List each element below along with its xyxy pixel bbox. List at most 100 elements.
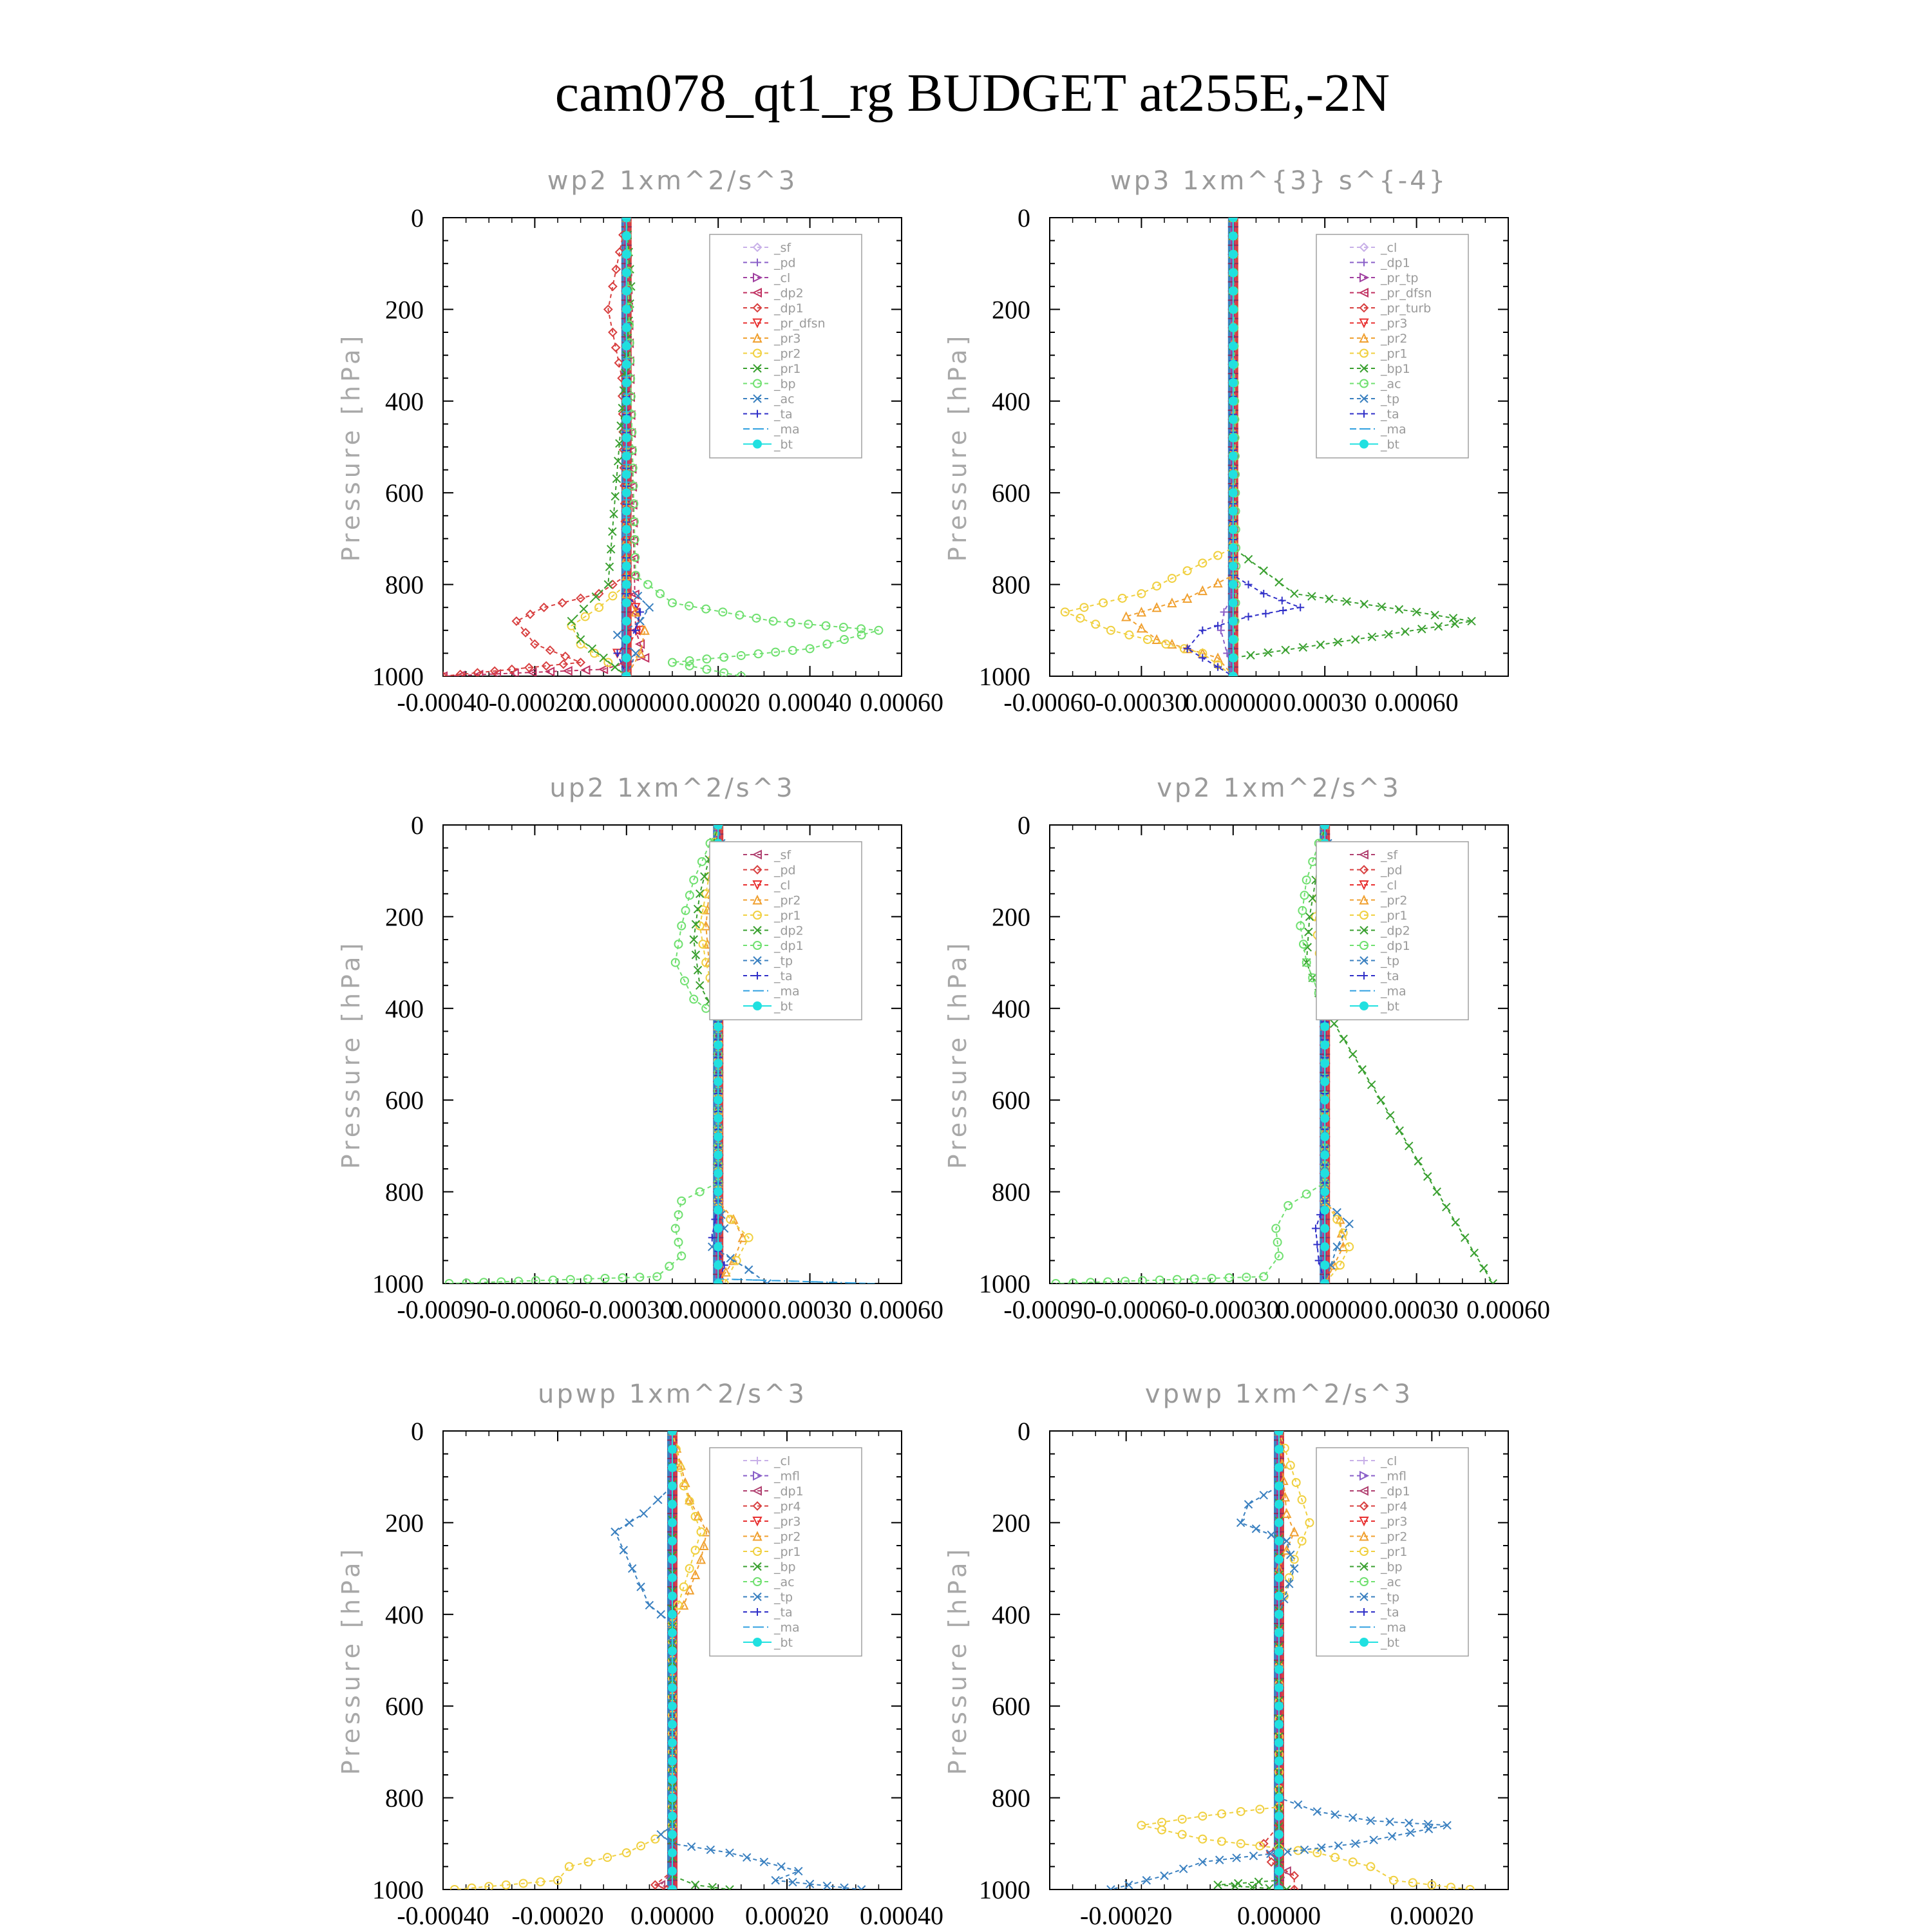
y-tick-label: 0 <box>411 204 424 232</box>
series-point <box>652 1272 662 1282</box>
series-point <box>621 635 631 645</box>
series-point <box>1313 1240 1321 1249</box>
series-line <box>1124 218 1234 676</box>
series-point <box>679 1582 688 1592</box>
legend-entry-label: _ta <box>1380 969 1399 983</box>
series-point <box>1228 543 1238 553</box>
legend-entry-label: _ma <box>773 422 800 437</box>
x-tick-label: 0.000000 <box>578 688 675 717</box>
series-point <box>1274 1866 1283 1876</box>
legend-swatch-marker <box>1359 1001 1368 1010</box>
legend-swatch-marker <box>752 332 762 343</box>
series-point <box>726 1254 735 1263</box>
series-point <box>668 1866 677 1876</box>
series-point <box>1282 1544 1292 1555</box>
series-point <box>1228 580 1238 589</box>
series-point <box>714 1077 723 1086</box>
series-point <box>668 1609 677 1619</box>
series-point <box>536 1877 545 1887</box>
panel-title: up2 1xm^2/s^3 <box>549 773 795 803</box>
legend-entry-label: _ac <box>1380 1575 1401 1589</box>
series-point <box>1320 1040 1330 1050</box>
x-tick-label: -0.00030 <box>1095 688 1188 717</box>
x-tick-label: 0.000000 <box>1185 688 1282 717</box>
series-point <box>1086 1278 1095 1283</box>
y-tick-label: 0 <box>1018 811 1030 840</box>
series-point <box>668 1756 677 1766</box>
legend-swatch-marker <box>1359 1531 1369 1541</box>
legend-swatch-marker <box>1359 272 1370 283</box>
series-point <box>1228 562 1238 571</box>
series-point <box>1228 672 1238 676</box>
series-point <box>1302 875 1311 885</box>
y-axis-label: Pressure [hPa] <box>337 332 365 562</box>
series-point <box>687 1842 696 1852</box>
legend-entry-label: _ta <box>773 408 793 422</box>
legend-entry-label: _bt <box>1380 438 1399 452</box>
legend-box <box>1316 1447 1469 1657</box>
legend-entry-label: _ma <box>1380 1621 1406 1635</box>
legend-entry-label: _tp <box>1380 1591 1399 1605</box>
series-point <box>1177 1830 1187 1839</box>
series-point <box>726 1215 735 1224</box>
series-point <box>1274 1251 1283 1261</box>
series-point <box>1305 912 1314 922</box>
series-point <box>1297 1536 1307 1546</box>
series-point <box>524 663 534 673</box>
series-point <box>1461 1233 1470 1242</box>
series-line <box>1232 218 1237 676</box>
series-point <box>1334 1841 1343 1850</box>
series-point <box>627 500 638 510</box>
chart-panel: wp3 1xm^{3} s^{-4} Pressure [hPa] 0 200 400 6… <box>943 166 1509 717</box>
series-point <box>714 1113 723 1123</box>
series-point <box>603 304 613 314</box>
x-tick-label: 0.00060 <box>1466 1295 1550 1324</box>
x-tick-label: -0.00090 <box>397 1295 489 1324</box>
legend-entry-label: _cl <box>773 271 790 285</box>
legend-swatch-marker <box>753 1577 762 1586</box>
legend-swatch-marker <box>752 895 762 905</box>
series-point <box>1228 506 1238 516</box>
legend-swatch-marker <box>752 287 762 298</box>
series-point <box>557 598 567 608</box>
series-point <box>701 604 711 614</box>
chart-panel: up2 1xm^2/s^3 Pressure [hPa] 0 200 400 600 800… <box>337 773 943 1324</box>
series-point <box>636 1841 646 1851</box>
series-point <box>1424 1824 1434 1833</box>
series-point <box>1331 1810 1340 1819</box>
legend-entry-label: _pr2 <box>773 1530 800 1544</box>
legend-entry-label: _ac <box>1380 377 1401 392</box>
series-point <box>643 580 653 589</box>
legend-swatch-marker <box>753 1547 762 1556</box>
series-point <box>771 1876 780 1885</box>
series-point <box>708 1233 716 1242</box>
series-point <box>606 545 616 554</box>
series-point <box>1412 607 1421 617</box>
series-point <box>1320 1095 1330 1105</box>
series-point <box>1300 1845 1309 1854</box>
legend-swatch-marker <box>752 242 762 252</box>
legend-swatch-marker <box>1359 379 1368 388</box>
series-point <box>1274 1431 1283 1435</box>
panel-title: vpwp 1xm^2/s^3 <box>1145 1379 1413 1409</box>
series-point <box>1228 286 1238 296</box>
legend-swatch-marker <box>753 394 762 403</box>
series-point <box>1283 1847 1292 1857</box>
series-point <box>631 649 640 658</box>
x-tick-label: -0.00030 <box>1187 1295 1279 1324</box>
legend-entry-label: _pr2 <box>1380 894 1407 908</box>
legend-entry-label: _mfl <box>773 1470 800 1484</box>
series-point <box>621 268 631 278</box>
series-point <box>1316 1211 1325 1219</box>
series-point <box>1228 616 1238 626</box>
series-point <box>497 1277 506 1283</box>
series-point <box>1155 1275 1164 1283</box>
series-point <box>805 644 815 654</box>
x-tick-label: 0.00030 <box>1283 688 1367 717</box>
y-axis-label: Pressure [hPa] <box>337 1546 365 1776</box>
series-point <box>621 488 631 498</box>
series-point <box>633 591 643 601</box>
legend-box <box>1316 234 1469 459</box>
legend-entry-label: _cl <box>773 1454 790 1468</box>
series-point <box>1305 1518 1314 1528</box>
